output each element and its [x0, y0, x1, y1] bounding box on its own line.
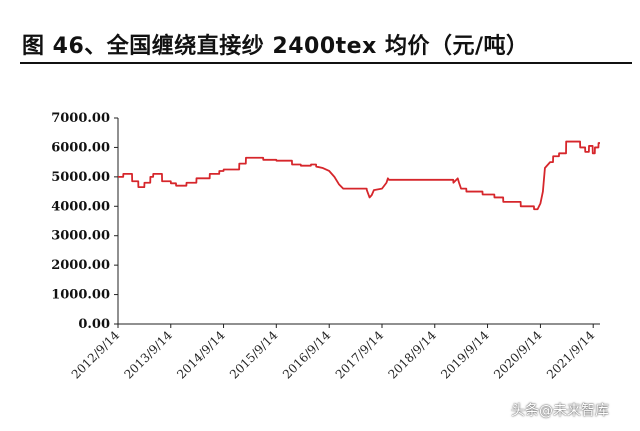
x-tick-label: 2014/9/14	[174, 328, 228, 382]
price-series-line	[118, 140, 600, 211]
x-tick-label: 2021/9/14	[544, 328, 598, 382]
figure-title: 图 46、全国缠绕直接纱 2400tex 均价（元/吨）	[22, 34, 529, 59]
x-tick-label: 2020/9/14	[491, 328, 545, 382]
y-axis-tick-labels: 0.00 1000.00 2000.00 3000.00 4000.00 5000.00 6…	[51, 111, 118, 332]
y-tick-label: 6000.00	[51, 140, 110, 155]
x-tick-label: 2016/9/14	[280, 328, 334, 382]
y-tick-label: 0.00	[78, 317, 110, 332]
x-tick-label: 2018/9/14	[385, 328, 439, 382]
y-tick-label: 2000.00	[51, 258, 110, 273]
y-tick-label: 5000.00	[51, 170, 110, 185]
watermark: 头条@未来智库	[511, 403, 609, 419]
x-tick-label: 2019/9/14	[438, 328, 492, 382]
y-tick-label: 3000.00	[51, 229, 110, 244]
x-tick-label: 2017/9/14	[333, 328, 387, 382]
title-rule	[20, 62, 632, 64]
axes	[117, 118, 600, 325]
x-tick-label: 2012/9/14	[69, 328, 123, 382]
x-axis-tick-labels: 2012/9/14 2013/9/14 2014/9/14 2015/9/14 2016…	[69, 324, 598, 382]
y-tick-label: 4000.00	[51, 199, 110, 214]
x-tick-label: 2013/9/14	[121, 328, 175, 382]
y-tick-label: 1000.00	[51, 288, 110, 303]
x-tick-label: 2015/9/14	[227, 328, 281, 382]
plot-area	[118, 140, 600, 211]
y-tick-label: 7000.00	[51, 111, 110, 126]
